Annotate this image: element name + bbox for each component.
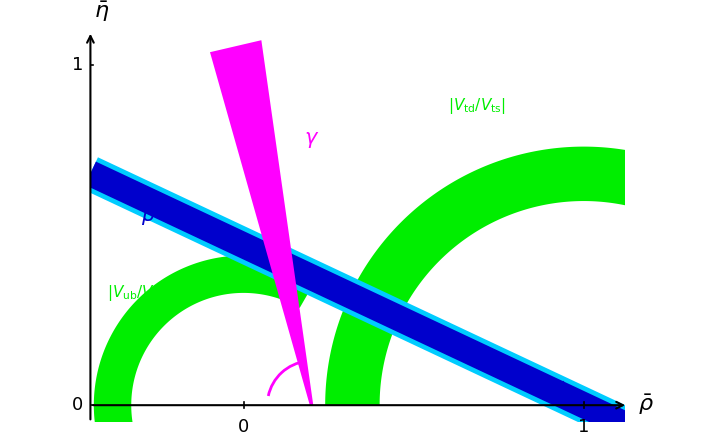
Text: 0: 0 [72,396,84,414]
Text: 0: 0 [238,418,249,436]
Text: $\beta$: $\beta$ [141,203,156,226]
Text: $|V_{\mathrm{td}}/V_{\mathrm{ts}}|$: $|V_{\mathrm{td}}/V_{\mathrm{ts}}|$ [448,96,506,116]
Polygon shape [83,157,632,438]
Text: $\gamma$: $\gamma$ [304,130,319,150]
Polygon shape [94,255,318,438]
Text: 1: 1 [578,418,589,436]
Text: 1: 1 [72,56,84,74]
Polygon shape [325,147,672,405]
Text: $|V_{\mathrm{ub}}/V_{\mathrm{cb}}|$: $|V_{\mathrm{ub}}/V_{\mathrm{cb}}|$ [107,283,171,303]
Text: $\bar{\eta}$: $\bar{\eta}$ [94,0,109,24]
Polygon shape [210,40,313,406]
Polygon shape [85,162,630,436]
Text: $\bar{\rho}$: $\bar{\rho}$ [638,393,654,417]
